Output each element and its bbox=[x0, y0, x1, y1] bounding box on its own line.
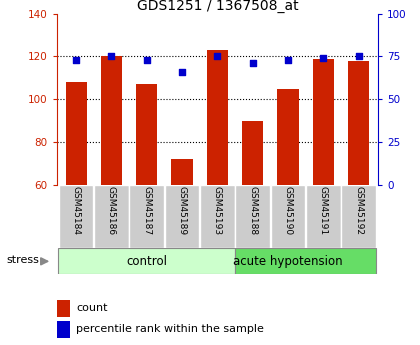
Text: stress: stress bbox=[7, 255, 39, 265]
Point bbox=[178, 69, 185, 75]
Bar bbox=[341, 185, 376, 248]
Bar bbox=[270, 185, 305, 248]
Point bbox=[143, 57, 150, 63]
Bar bbox=[58, 248, 235, 274]
Point bbox=[285, 57, 291, 63]
Bar bbox=[207, 50, 228, 185]
Bar bbox=[312, 59, 334, 185]
Bar bbox=[200, 185, 235, 248]
Bar bbox=[348, 61, 369, 185]
Bar bbox=[94, 185, 129, 248]
Text: control: control bbox=[126, 255, 167, 268]
Text: count: count bbox=[76, 303, 108, 313]
Point bbox=[73, 57, 79, 63]
Bar bbox=[306, 185, 341, 248]
Text: GSM45188: GSM45188 bbox=[248, 187, 257, 236]
Point bbox=[355, 54, 362, 59]
Bar bbox=[136, 84, 158, 185]
Bar bbox=[66, 82, 87, 185]
Text: acute hypotension: acute hypotension bbox=[233, 255, 343, 268]
Bar bbox=[165, 185, 200, 248]
Bar bbox=[235, 185, 270, 248]
Point bbox=[249, 61, 256, 66]
Bar bbox=[171, 159, 193, 185]
Bar bbox=[235, 248, 376, 274]
Bar bbox=[101, 57, 122, 185]
Text: GSM45191: GSM45191 bbox=[319, 187, 328, 236]
Point bbox=[214, 54, 221, 59]
Point bbox=[108, 54, 115, 59]
Text: GSM45193: GSM45193 bbox=[213, 187, 222, 236]
Text: GSM45186: GSM45186 bbox=[107, 187, 116, 236]
Text: GSM45184: GSM45184 bbox=[72, 187, 81, 236]
Text: percentile rank within the sample: percentile rank within the sample bbox=[76, 324, 264, 334]
Title: GDS1251 / 1367508_at: GDS1251 / 1367508_at bbox=[136, 0, 298, 13]
Text: GSM45192: GSM45192 bbox=[354, 187, 363, 236]
Bar bbox=[277, 89, 299, 185]
Bar bbox=[242, 120, 263, 185]
Text: GSM45189: GSM45189 bbox=[178, 187, 186, 236]
Bar bbox=[129, 185, 164, 248]
Bar bbox=[57, 300, 70, 317]
Bar bbox=[57, 321, 70, 338]
Text: GSM45190: GSM45190 bbox=[284, 187, 292, 236]
Bar bbox=[59, 185, 93, 248]
Point bbox=[320, 56, 327, 61]
Text: GSM45187: GSM45187 bbox=[142, 187, 151, 236]
